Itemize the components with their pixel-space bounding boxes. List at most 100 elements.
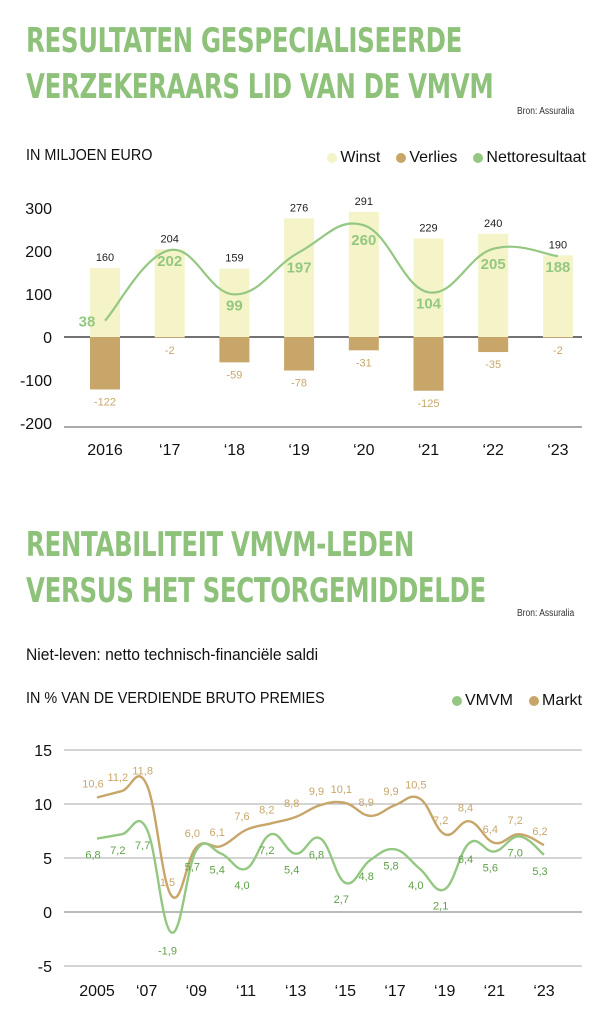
y-tick-label: 100 — [25, 287, 52, 304]
winst-swatch — [327, 153, 338, 163]
y-tick-label: 10 — [34, 797, 52, 814]
netto-line — [104, 222, 559, 322]
x-tick-label: ‘18 — [224, 442, 245, 459]
verlies-bar — [154, 337, 185, 338]
legend-label-verlies: Verlies — [409, 149, 458, 166]
vmvm-label: 5,6 — [483, 863, 498, 875]
markt-label: 6,0 — [185, 828, 200, 840]
winst-label: 229 — [419, 223, 437, 235]
winst-label: 204 — [161, 233, 179, 245]
vmvm-label: 7,7 — [135, 840, 150, 852]
netto-label: 99 — [226, 297, 243, 314]
verlies-label: -59 — [226, 369, 242, 381]
verlies-label: -31 — [356, 357, 372, 369]
markt-label: 10,1 — [331, 784, 352, 796]
chart1-legend: Winst Verlies Nettoresultaat — [315, 149, 586, 167]
chart2-unit-label: IN % VAN DE VERDIENDE BRUTO PREMIES — [26, 690, 325, 707]
markt-label: 6,2 — [532, 826, 547, 838]
y-tick-label: -200 — [20, 416, 52, 433]
x-tick-label: 2016 — [87, 442, 123, 459]
legend-item-verlies: Verlies — [396, 149, 457, 167]
netto-label: 205 — [481, 256, 506, 273]
y-tick-label: 0 — [43, 905, 52, 922]
verlies-bar — [542, 337, 573, 338]
vmvm-label: 2,1 — [433, 900, 448, 912]
verlies-label: -122 — [94, 396, 116, 408]
chart1-title-line2: VERZEKERAARS LID VAN DE VMVM — [26, 67, 494, 107]
x-tick-label: ‘09 — [186, 983, 207, 1000]
markt-label: 9,9 — [383, 786, 398, 798]
verlies-swatch — [396, 153, 407, 163]
chart2-subtitle: Niet-leven: netto technisch-financiële s… — [26, 645, 319, 664]
verlies-label: -35 — [485, 359, 501, 371]
legend-item-netto: Nettoresultaat — [473, 149, 586, 167]
vmvm-swatch — [452, 696, 462, 706]
y-tick-label: 200 — [25, 244, 52, 261]
chart1-unit-label: IN MILJOEN EURO — [26, 147, 153, 164]
verlies-bar — [219, 337, 250, 363]
vmvm-label: 6,8 — [309, 850, 324, 862]
markt-label: 10,5 — [405, 780, 426, 792]
chart1-svg: 300 200 100 0 -100 -200 2016 ‘17 ‘18 ‘19 ‘20 ‘21 ‘22… — [20, 196, 582, 459]
winst-label: 291 — [355, 196, 373, 208]
y-tick-label: -5 — [38, 959, 52, 976]
chart2-title-line1: RENTABILITEIT VMVM-LEDEN — [26, 525, 415, 565]
x-tick-label: ‘17 — [384, 983, 405, 1000]
x-tick-label: ‘20 — [353, 442, 374, 459]
netto-label: 202 — [157, 253, 182, 270]
y-tick-label: 300 — [25, 201, 52, 218]
vmvm-label: -1,9 — [158, 946, 177, 958]
legend-label-netto: Nettoresultaat — [486, 149, 586, 166]
winst-label: 276 — [290, 202, 308, 214]
chart1-title-line1: RESULTATEN GESPECIALISEERDE — [26, 21, 462, 61]
x-tick-label: ‘22 — [483, 442, 504, 459]
legend-label-vmvm: VMVM — [465, 692, 513, 709]
verlies-label: -2 — [165, 345, 175, 357]
markt-label: 8,2 — [259, 804, 274, 816]
winst-label: 190 — [549, 239, 567, 251]
vmvm-label: 2,7 — [334, 894, 349, 906]
vmvm-label: 7,2 — [110, 845, 125, 857]
verlies-label: -125 — [417, 398, 439, 410]
netto-label: 38 — [79, 314, 96, 331]
vmvm-label: 7,0 — [508, 847, 523, 859]
markt-label: 6,1 — [210, 827, 225, 839]
netto-swatch — [473, 153, 484, 163]
vmvm-label: 6,4 — [458, 854, 473, 866]
x-tick-label: ‘13 — [285, 983, 306, 1000]
verlies-bar — [413, 337, 444, 391]
winst-bar — [219, 268, 250, 337]
markt-label: 7,6 — [234, 811, 249, 823]
markt-swatch — [529, 696, 539, 706]
y-tick-label: 0 — [43, 330, 52, 347]
markt-label: 11,8 — [132, 766, 153, 778]
legend-label-winst: Winst — [340, 149, 381, 166]
winst-bar — [348, 211, 379, 337]
vmvm-label: 5,3 — [532, 866, 547, 878]
vmvm-line — [96, 819, 545, 934]
vmvm-label: 5,8 — [383, 860, 398, 872]
vmvm-label: 4,0 — [234, 880, 249, 892]
x-tick-label: ‘23 — [547, 442, 568, 459]
x-tick-label: ‘17 — [159, 442, 180, 459]
netto-label: 188 — [545, 259, 570, 276]
vmvm-label: 5,4 — [210, 865, 225, 877]
markt-line — [96, 775, 545, 899]
markt-label: 11,2 — [108, 772, 129, 784]
markt-label: 8,8 — [284, 798, 299, 810]
chart2-title-line2: VERSUS HET SECTORGEMIDDELDE — [26, 571, 486, 611]
winst-label: 159 — [225, 253, 243, 265]
markt-label: 1,5 — [160, 877, 175, 889]
legend-item-markt: Markt — [529, 692, 582, 710]
vmvm-label: 4,8 — [359, 871, 374, 883]
x-tick-label: ‘21 — [484, 983, 505, 1000]
netto-label: 197 — [287, 259, 312, 276]
markt-label: 7,2 — [508, 815, 523, 827]
vmvm-label: 4,0 — [408, 880, 423, 892]
vmvm-label: 7,2 — [259, 845, 274, 857]
x-tick-label: 2005 — [79, 983, 115, 1000]
vmvm-label: 5,4 — [284, 865, 299, 877]
verlies-bar — [284, 337, 315, 371]
y-tick-label: 15 — [34, 743, 52, 760]
verlies-bar — [348, 337, 379, 351]
